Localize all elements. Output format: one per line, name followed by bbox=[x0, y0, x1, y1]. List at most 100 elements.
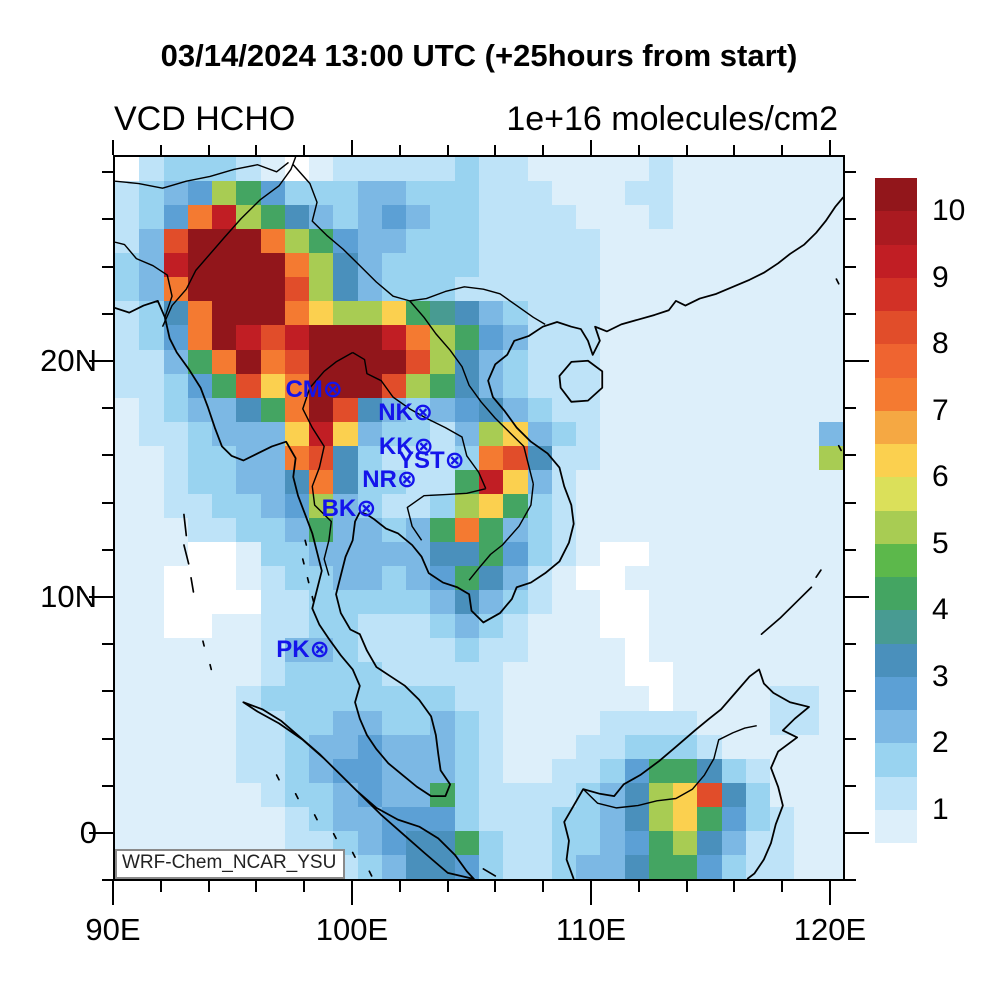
heatmap-cell bbox=[163, 301, 188, 326]
heatmap-cell bbox=[478, 229, 504, 254]
heatmap-cell bbox=[187, 301, 213, 326]
heatmap-cell bbox=[260, 445, 285, 470]
heatmap-cell bbox=[309, 734, 334, 759]
units-label: 1e+16 molecules/cm2 bbox=[506, 100, 838, 138]
colorbar-tick-label-7: 7 bbox=[932, 393, 949, 427]
heatmap-cell bbox=[284, 542, 310, 567]
heatmap-cell bbox=[381, 590, 407, 615]
heatmap-cell bbox=[624, 229, 649, 254]
colorbar-segment bbox=[875, 743, 917, 777]
heatmap-cell bbox=[381, 854, 407, 879]
heatmap-cell bbox=[794, 277, 819, 302]
heatmap-cell bbox=[624, 349, 649, 374]
heatmap-cell bbox=[139, 373, 164, 398]
heatmap-cell bbox=[454, 782, 479, 807]
heatmap-cell bbox=[260, 806, 285, 831]
heatmap-cell bbox=[236, 782, 261, 807]
heatmap-cell bbox=[115, 157, 140, 182]
heatmap-cell bbox=[648, 253, 674, 278]
heatmap-cell bbox=[503, 662, 528, 687]
heatmap-cell bbox=[818, 710, 843, 735]
heatmap-cell bbox=[600, 614, 625, 639]
heatmap-cell bbox=[673, 758, 698, 783]
heatmap-cell bbox=[745, 469, 771, 494]
heatmap-cell bbox=[721, 662, 746, 687]
heatmap-cell bbox=[333, 758, 358, 783]
heatmap-cell bbox=[406, 518, 431, 543]
heatmap-cell bbox=[745, 253, 771, 278]
heatmap-cell bbox=[236, 614, 261, 639]
heatmap-cell bbox=[648, 734, 674, 759]
heatmap-cell bbox=[430, 686, 455, 711]
heatmap-cell bbox=[648, 277, 674, 302]
heatmap-cell bbox=[770, 590, 795, 615]
heatmap-grid bbox=[115, 157, 843, 879]
heatmap-cell bbox=[236, 469, 261, 494]
heatmap-cell bbox=[260, 229, 285, 254]
heatmap-cell bbox=[212, 205, 237, 230]
heatmap-cell bbox=[163, 469, 188, 494]
heatmap-cell bbox=[163, 638, 188, 663]
heatmap-cell bbox=[673, 854, 698, 879]
heatmap-cell bbox=[357, 301, 382, 326]
heatmap-cell bbox=[576, 229, 601, 254]
heatmap-cell bbox=[260, 157, 285, 182]
heatmap-cell bbox=[163, 445, 188, 470]
heatmap-cell bbox=[600, 686, 625, 711]
heatmap-cell bbox=[309, 614, 334, 639]
heatmap-cell bbox=[430, 253, 455, 278]
heatmap-cell bbox=[187, 662, 213, 687]
heatmap-cell bbox=[527, 830, 552, 855]
heatmap-cell bbox=[624, 277, 649, 302]
heatmap-cell bbox=[260, 686, 285, 711]
heatmap-cell bbox=[576, 590, 601, 615]
heatmap-cell bbox=[503, 614, 528, 639]
heatmap-cell bbox=[478, 421, 504, 446]
heatmap-cell bbox=[600, 662, 625, 687]
heatmap-cell bbox=[673, 662, 698, 687]
model-watermark: WRF-Chem_NCAR_YSU bbox=[115, 849, 346, 879]
heatmap-cell bbox=[551, 662, 577, 687]
heatmap-cell bbox=[357, 662, 382, 687]
heatmap-cell bbox=[600, 830, 625, 855]
heatmap-cell bbox=[139, 205, 164, 230]
heatmap-cell bbox=[139, 806, 164, 831]
heatmap-cell bbox=[818, 734, 843, 759]
heatmap-cell bbox=[551, 253, 577, 278]
heatmap-cell bbox=[478, 854, 504, 879]
heatmap-cell bbox=[115, 758, 140, 783]
heatmap-cell bbox=[478, 782, 504, 807]
heatmap-cell bbox=[454, 349, 479, 374]
heatmap-cell bbox=[818, 349, 843, 374]
heatmap-cell bbox=[406, 349, 431, 374]
heatmap-cell bbox=[648, 301, 674, 326]
heatmap-cell bbox=[600, 734, 625, 759]
heatmap-cell bbox=[551, 758, 577, 783]
heatmap-cell bbox=[794, 686, 819, 711]
heatmap-cell bbox=[745, 710, 771, 735]
heatmap-cell bbox=[333, 205, 358, 230]
heatmap-cell bbox=[236, 157, 261, 182]
heatmap-cell bbox=[309, 782, 334, 807]
heatmap-cell bbox=[187, 566, 213, 591]
heatmap-cell bbox=[624, 782, 649, 807]
heatmap-cell bbox=[139, 469, 164, 494]
heatmap-cell bbox=[187, 710, 213, 735]
heatmap-cell bbox=[284, 229, 310, 254]
heatmap-cell bbox=[163, 493, 188, 518]
heatmap-cell bbox=[187, 349, 213, 374]
heatmap-cell bbox=[454, 301, 479, 326]
heatmap-cell bbox=[673, 373, 698, 398]
tick-mark bbox=[89, 596, 113, 599]
heatmap-cell bbox=[187, 373, 213, 398]
heatmap-cell bbox=[551, 686, 577, 711]
heatmap-cell bbox=[187, 421, 213, 446]
colorbar-segment bbox=[875, 510, 917, 544]
heatmap-cell bbox=[551, 205, 577, 230]
heatmap-cell bbox=[794, 469, 819, 494]
heatmap-cell bbox=[284, 662, 310, 687]
heatmap-cell bbox=[212, 325, 237, 350]
heatmap-cell bbox=[624, 397, 649, 422]
heatmap-cell bbox=[503, 469, 528, 494]
heatmap-cell bbox=[430, 638, 455, 663]
